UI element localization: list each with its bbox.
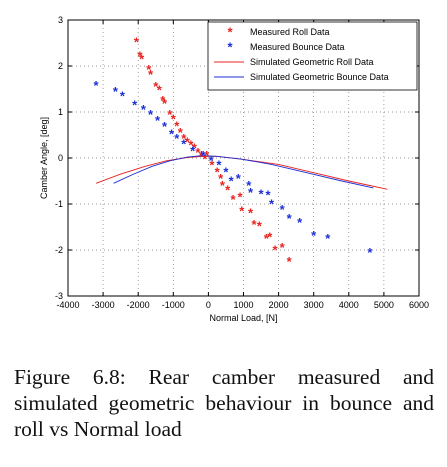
data-point: * [215,164,221,179]
data-point: * [209,157,215,172]
data-point: * [181,131,187,146]
data-point: * [139,52,145,67]
data-point: * [171,111,177,126]
y-tick-label: -1 [55,199,63,209]
data-point: * [367,245,373,260]
data-point: * [216,157,222,172]
data-point: * [162,119,168,134]
data-point: * [146,62,152,77]
legend-box [207,21,418,91]
x-tick-label: 2000 [269,300,289,310]
data-point: * [257,219,263,234]
data-point: * [246,178,252,193]
data-point: * [120,88,126,103]
data-point: * [230,192,236,207]
data-point: * [297,215,303,230]
data-point: * [280,240,286,255]
data-point: * [169,127,175,142]
x-tick-label: 5000 [374,300,394,310]
y-tick-label: 0 [58,153,63,163]
data-point: * [209,153,215,168]
data-point: * [280,202,286,217]
data-point: * [178,125,184,140]
data-point: * [188,138,194,153]
data-point: * [181,137,187,152]
data-point: * [137,48,143,63]
data-point: * [220,178,226,193]
x-tick-label: 4000 [339,300,359,310]
data-point: * [236,171,242,186]
data-point: * [157,82,163,97]
data-point: * [269,197,275,212]
data-point: * [199,148,205,163]
data-point: * [239,203,245,218]
x-tick-label: -2000 [127,300,150,310]
data-point: * [264,231,270,246]
y-tick-label: 1 [58,107,63,117]
data-point: * [113,84,119,99]
data-point: * [174,118,180,133]
data-point: * [287,211,293,226]
data-point: * [94,78,100,93]
data-point: * [251,217,257,232]
legend-marker: * [227,40,233,55]
legend-label: Simulated Geometric Bounce Data [250,72,389,82]
data-point: * [204,148,210,163]
y-tick-label: 3 [58,15,63,25]
data-point: * [155,113,161,128]
legend-marker: * [227,25,233,40]
x-tick-label: 3000 [304,300,324,310]
y-tick-label: -2 [55,245,63,255]
data-point: * [134,35,140,50]
data-point: * [201,148,207,163]
data-point: * [190,144,196,159]
data-point: * [223,164,229,179]
data-point: * [141,102,147,117]
data-point: * [162,96,168,111]
x-tick-label: 1000 [233,300,253,310]
x-tick-label: -4000 [56,300,79,310]
y-tick-label: -3 [55,291,63,301]
data-point: * [195,145,201,160]
legend-label: Measured Bounce Data [250,42,345,52]
data-point: * [311,228,317,243]
data-point: * [248,185,254,200]
data-point: * [167,107,173,122]
y-axis-label: Camber Angle, [deg] [39,117,49,199]
data-point: * [325,231,331,246]
camber-chart: -4000 -3000 -2000 -1000 0 1000 2000 3000 4000 500… [39,15,429,323]
figure-caption: Figure 6.8: Rear camber measured and sim… [14,365,434,441]
legend-label: Measured Roll Data [250,27,330,37]
data-point: * [153,79,159,94]
data-point: * [160,93,166,108]
x-axis-label: Normal Load, [N] [209,313,277,323]
data-point: * [287,254,293,269]
data-point: * [248,206,254,221]
data-point: * [132,98,138,113]
data-point: * [266,187,272,202]
x-tick-label: -1000 [162,300,185,310]
legend-label: Simulated Geometric Roll Data [250,57,374,67]
data-point: * [225,183,231,198]
data-point: * [273,243,279,258]
series-line [113,155,374,189]
data-point: * [267,230,273,245]
x-tick-label: 6000 [409,300,429,310]
x-tick-label: 0 [206,300,211,310]
x-tick-label: -3000 [92,300,115,310]
data-point: * [185,134,191,149]
data-point: * [148,107,154,122]
data-point: * [229,174,235,189]
data-point: * [237,190,243,205]
data-point: * [192,140,198,155]
data-point: * [218,171,224,186]
y-tick-label: 2 [58,61,63,71]
data-point: * [174,131,180,146]
data-point: * [259,186,265,201]
data-point: * [148,67,154,82]
data-point: * [202,151,208,166]
